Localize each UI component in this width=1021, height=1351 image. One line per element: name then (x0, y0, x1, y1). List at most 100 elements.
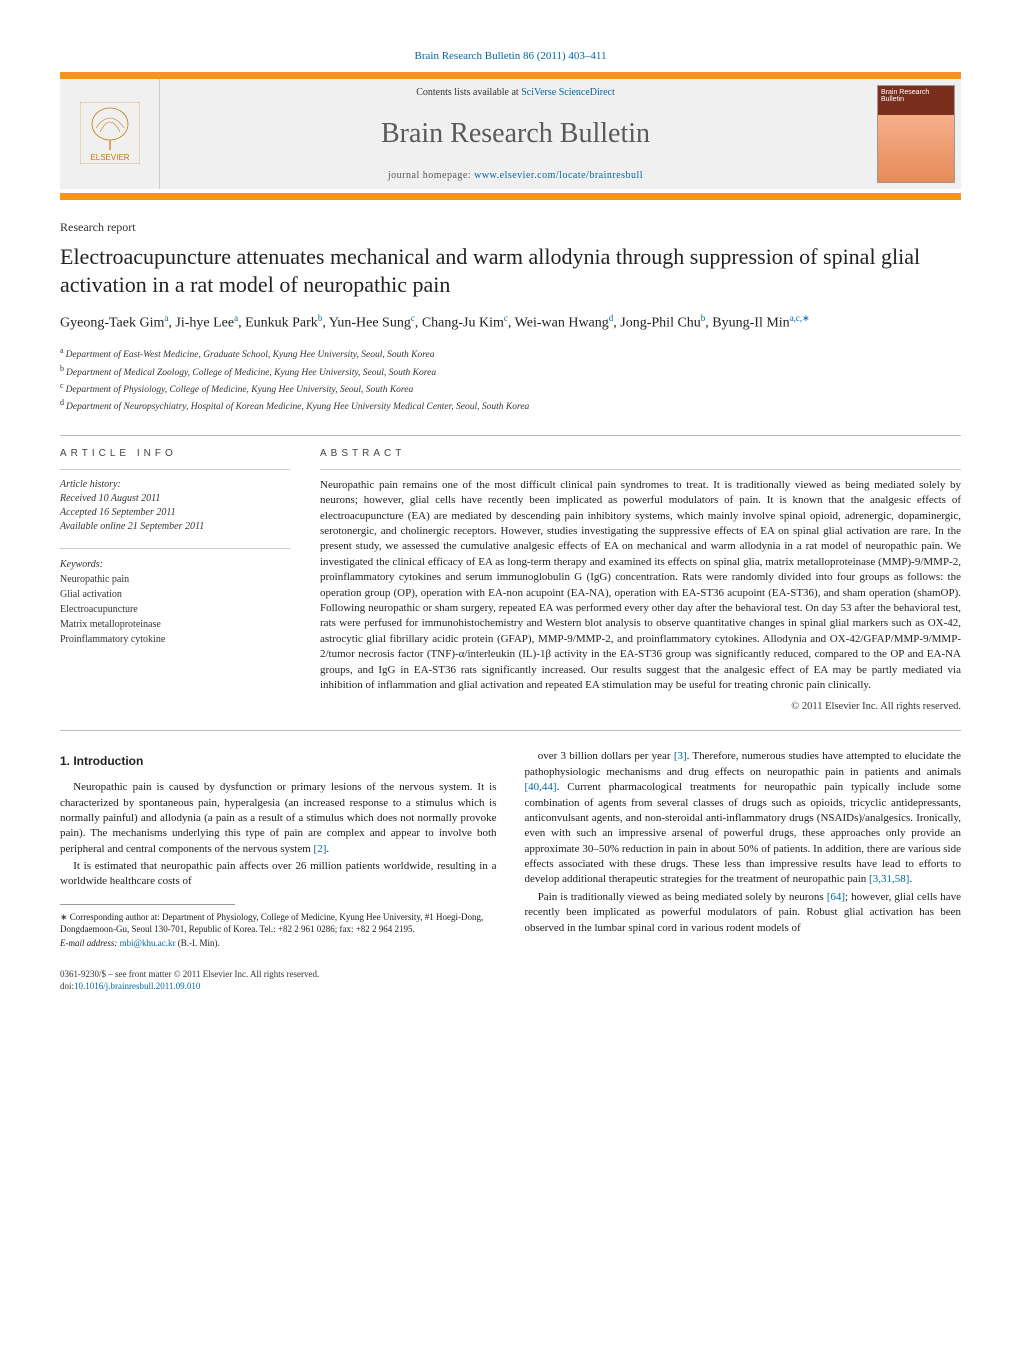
author-affil-sup: a,c,∗ (790, 313, 810, 323)
journal-cover-box: Brain Research Bulletin (871, 79, 961, 189)
homepage-prefix: journal homepage: (388, 170, 474, 181)
body-text-span: . (909, 873, 912, 885)
email-tail: (B.-I. Min). (175, 938, 219, 948)
introduction-heading: 1. Introduction (60, 753, 497, 770)
journal-cover-thumbnail: Brain Research Bulletin (877, 85, 955, 183)
journal-homepage-link[interactable]: www.elsevier.com/locate/brainresbull (474, 170, 643, 181)
body-paragraph: Neuropathic pain is caused by dysfunctio… (60, 780, 497, 857)
author: Yun-Hee Sung (329, 316, 411, 331)
contents-prefix: Contents lists available at (416, 87, 521, 98)
elsevier-tree-icon: ELSEVIER (80, 102, 140, 164)
keyword: Matrix metalloproteinase (60, 617, 290, 632)
body-paragraph: Pain is traditionally viewed as being me… (525, 890, 962, 936)
keyword: Proinflammatory cytokine (60, 632, 290, 647)
contents-available-line: Contents lists available at SciVerse Sci… (170, 87, 861, 98)
author: Ji-hye Lee (175, 316, 234, 331)
author-affil-sup: b (701, 313, 706, 323)
author-affil-sup: a (234, 313, 238, 323)
keyword: Neuropathic pain (60, 572, 290, 587)
affil-sup-link[interactable]: a,c,∗ (790, 313, 810, 323)
doi-label: doi: (60, 981, 74, 991)
journal-ref-link[interactable]: Brain Research Bulletin 86 (2011) 403–41… (415, 50, 607, 62)
abstract-column: abstract Neuropathic pain remains one of… (320, 448, 961, 712)
affil-text: Department of Physiology, College of Med… (66, 385, 414, 395)
received-date: Received 10 August 2011 (60, 493, 160, 504)
corresponding-author-note: ∗ Corresponding author at: Department of… (60, 911, 497, 935)
divider (60, 435, 961, 436)
journal-title: Brain Research Bulletin (170, 118, 861, 150)
article-type-label: Research report (60, 220, 961, 235)
body-text: 1. Introduction Neuropathic pain is caus… (60, 749, 961, 949)
article-info-heading: article info (60, 448, 290, 459)
article-history: Article history: Received 10 August 2011… (60, 469, 290, 534)
affil-sup-link[interactable]: a (164, 313, 168, 323)
author-affil-sup: b (318, 313, 323, 323)
email-link[interactable]: mbi@khu.ac.kr (120, 938, 176, 948)
email-label: E-mail address: (60, 938, 120, 948)
body-text-span: Pain is traditionally viewed as being me… (538, 891, 827, 903)
divider (60, 730, 961, 731)
svg-text:ELSEVIER: ELSEVIER (90, 153, 129, 162)
citation-link[interactable]: [40,44] (525, 781, 557, 793)
body-text-span: . (326, 843, 329, 855)
affil-text: Department of Medical Zoology, College o… (66, 368, 436, 378)
keywords-label: Keywords: (60, 557, 290, 572)
doi-line: doi:10.1016/j.brainresbull.2011.09.010 (60, 981, 961, 993)
body-text-span: . Current pharmacological treatments for… (525, 781, 962, 885)
citation-link[interactable]: [3,31,58] (869, 873, 909, 885)
article-title: Electroacupuncture attenuates mechanical… (60, 243, 961, 298)
author-affil-sup: a (164, 313, 168, 323)
affil-sup-link[interactable]: b (318, 313, 323, 323)
keyword: Electroacupuncture (60, 602, 290, 617)
author: Chang-Ju Kim (422, 316, 504, 331)
affil-sup-link[interactable]: c (411, 313, 415, 323)
article-info-column: article info Article history: Received 1… (60, 448, 290, 712)
affil-sup-link[interactable]: c (504, 313, 508, 323)
affil-sup-link[interactable]: a (234, 313, 238, 323)
affiliation: d Department of Neuropsychiatry, Hospita… (60, 397, 961, 414)
affiliation: b Department of Medical Zoology, College… (60, 363, 961, 380)
affil-sup-link[interactable]: d (609, 313, 614, 323)
body-paragraph: over 3 billion dollars per year [3]. The… (525, 749, 962, 888)
doi-link[interactable]: 10.1016/j.brainresbull.2011.09.010 (74, 981, 200, 991)
abstract-heading: abstract (320, 448, 961, 459)
author-affil-sup: c (504, 313, 508, 323)
accepted-date: Accepted 16 September 2011 (60, 507, 176, 518)
cover-title-text: Brain Research Bulletin (881, 89, 929, 103)
abstract-text: Neuropathic pain remains one of the most… (320, 469, 961, 693)
author: Wei-wan Hwang (515, 316, 609, 331)
elsevier-logo: ELSEVIER (80, 102, 140, 166)
author: Gyeong-Taek Gim (60, 316, 164, 331)
journal-homepage-line: journal homepage: www.elsevier.com/locat… (170, 170, 861, 181)
header-center: Contents lists available at SciVerse Sci… (160, 79, 871, 189)
body-text-span: Neuropathic pain is caused by dysfunctio… (60, 781, 497, 855)
publisher-logo-box: ELSEVIER (60, 79, 160, 189)
affil-text: Department of East-West Medicine, Gradua… (66, 350, 435, 360)
author: Jong-Phil Chu (620, 316, 701, 331)
affiliation: a Department of East-West Medicine, Grad… (60, 345, 961, 362)
author-affil-sup: d (609, 313, 614, 323)
sciencedirect-link[interactable]: SciVerse ScienceDirect (521, 87, 615, 98)
citation-link[interactable]: [3] (674, 750, 687, 762)
email-line: E-mail address: mbi@khu.ac.kr (B.-I. Min… (60, 937, 497, 949)
keyword: Glial activation (60, 587, 290, 602)
citation-link[interactable]: [2] (314, 843, 327, 855)
abstract-copyright: © 2011 Elsevier Inc. All rights reserved… (320, 701, 961, 712)
history-label: Article history: (60, 479, 121, 490)
affiliations-list: a Department of East-West Medicine, Grad… (60, 345, 961, 415)
affil-text: Department of Neuropsychiatry, Hospital … (66, 403, 529, 413)
journal-reference: Brain Research Bulletin 86 (2011) 403–41… (60, 50, 961, 62)
author: Byung-Il Min (712, 316, 789, 331)
footnote-divider (60, 904, 235, 905)
journal-header: ELSEVIER Contents lists available at Sci… (60, 72, 961, 189)
body-text-span: over 3 billion dollars per year (538, 750, 674, 762)
header-accent-bar (60, 193, 961, 200)
authors-list: Gyeong-Taek Gima, Ji-hye Leea, Eunkuk Pa… (60, 312, 961, 333)
body-paragraph: It is estimated that neuropathic pain af… (60, 859, 497, 890)
author-affil-sup: c (411, 313, 415, 323)
keywords-block: Keywords: Neuropathic painGlial activati… (60, 548, 290, 647)
citation-link[interactable]: [64] (827, 891, 845, 903)
footer: 0361-9230/$ – see front matter © 2011 El… (60, 969, 961, 992)
affil-sup-link[interactable]: b (701, 313, 706, 323)
author: Eunkuk Park (245, 316, 318, 331)
